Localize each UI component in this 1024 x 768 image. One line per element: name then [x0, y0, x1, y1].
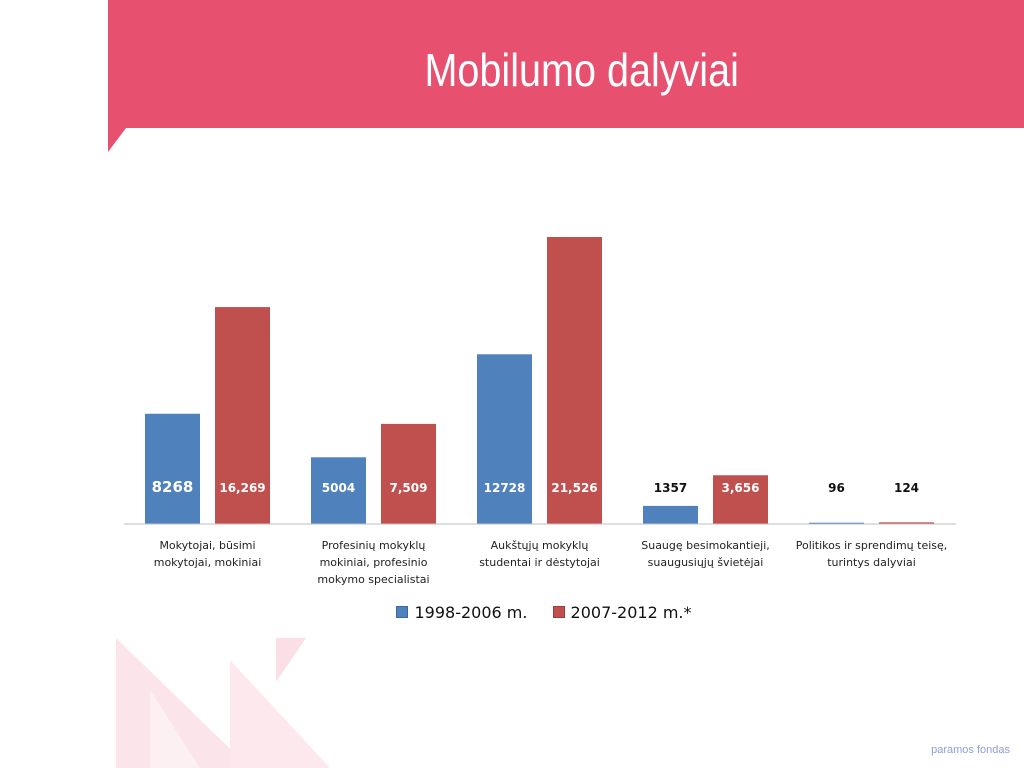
category-label-line: mokymo specialistai: [317, 573, 430, 586]
legend-swatch-series-2: [552, 606, 565, 618]
category-label-line: turintys dalyviai: [827, 556, 916, 569]
bar-series-2-cat-5: [879, 522, 934, 524]
category-label-2: Profesinių mokyklų mokiniai, profesinio mo…: [284, 537, 464, 588]
footer-text: paramos fondas: [931, 744, 1010, 756]
category-label-line: Mokytojai, būsimi: [159, 539, 256, 552]
category-label-line: suaugusiųjų švietėjai: [647, 556, 764, 569]
data-labels-layer: 8268 16,269 5004 7,509 12728 21,526 1357 3,656 9…: [152, 478, 919, 496]
legend-label-series-1: 1998-2006 m.: [414, 603, 528, 622]
bar-series-1-cat-1: [145, 413, 200, 524]
data-label-series-1-cat-3: 12728: [484, 481, 526, 495]
category-label-line: mokytojai, mokiniai: [153, 556, 262, 569]
category-label-line: studentai ir dėstytojai: [479, 556, 600, 569]
bar-series-2-cat-3: [547, 237, 602, 524]
legend-label-series-2: 2007-2012 m.*: [570, 603, 692, 622]
legend-item-series-2: 2007-2012 m.*: [552, 603, 692, 622]
header-band-tail: [108, 128, 126, 152]
data-label-series-2-cat-2: 7,509: [390, 481, 428, 495]
slide-title: Mobilumo dalyviai: [424, 44, 739, 96]
chart-legend: 1998-2006 m. 2007-2012 m.*: [32, 603, 1024, 622]
data-label-series-2-cat-1: 16,269: [219, 481, 265, 495]
data-label-series-1-cat-2: 5004: [322, 481, 355, 495]
bar-series-1-cat-2: [311, 457, 366, 524]
data-label-series-1-cat-4: 1357: [654, 481, 687, 495]
category-label-line: Politikos ir sprendimų teisę,: [795, 539, 948, 552]
category-label-line: mokiniai, profesinio: [319, 556, 428, 569]
header-band: [108, 0, 1024, 128]
data-label-series-1-cat-1: 8268: [152, 478, 194, 496]
category-label-5: Politikos ir sprendimų teisę, turintys da…: [782, 537, 962, 571]
category-label-3: Aukštųjų mokyklų studentai ir dėstytojai: [450, 537, 630, 571]
decorative-triangles: [116, 638, 330, 768]
category-label-line: Aukštųjų mokyklų: [490, 539, 589, 552]
category-label-1: Mokytojai, būsimi mokytojai, mokiniai: [118, 537, 298, 571]
data-label-series-2-cat-3: 21,526: [551, 481, 597, 495]
bar-series-1-cat-5: [809, 522, 864, 524]
bar-series-2-cat-4: [713, 475, 768, 524]
data-label-series-2-cat-5: 124: [894, 481, 919, 495]
bar-series-1-cat-3: [477, 354, 532, 524]
bars-layer: [145, 237, 934, 524]
data-label-series-1-cat-5: 96: [828, 481, 845, 495]
bar-series-2-cat-2: [381, 423, 436, 524]
category-label-line: Profesinių mokyklų: [321, 539, 426, 552]
legend-item-series-1: 1998-2006 m.: [396, 603, 527, 622]
legend-swatch-series-1: [396, 606, 409, 618]
bar-series-1-cat-4: [643, 505, 698, 524]
data-label-series-2-cat-4: 3,656: [722, 481, 760, 495]
category-label-4: Suaugę besimokantieji, suaugusiųjų švietė…: [616, 537, 796, 571]
bar-series-2-cat-1: [215, 307, 270, 524]
category-label-line: Suaugę besimokantieji,: [641, 539, 770, 552]
